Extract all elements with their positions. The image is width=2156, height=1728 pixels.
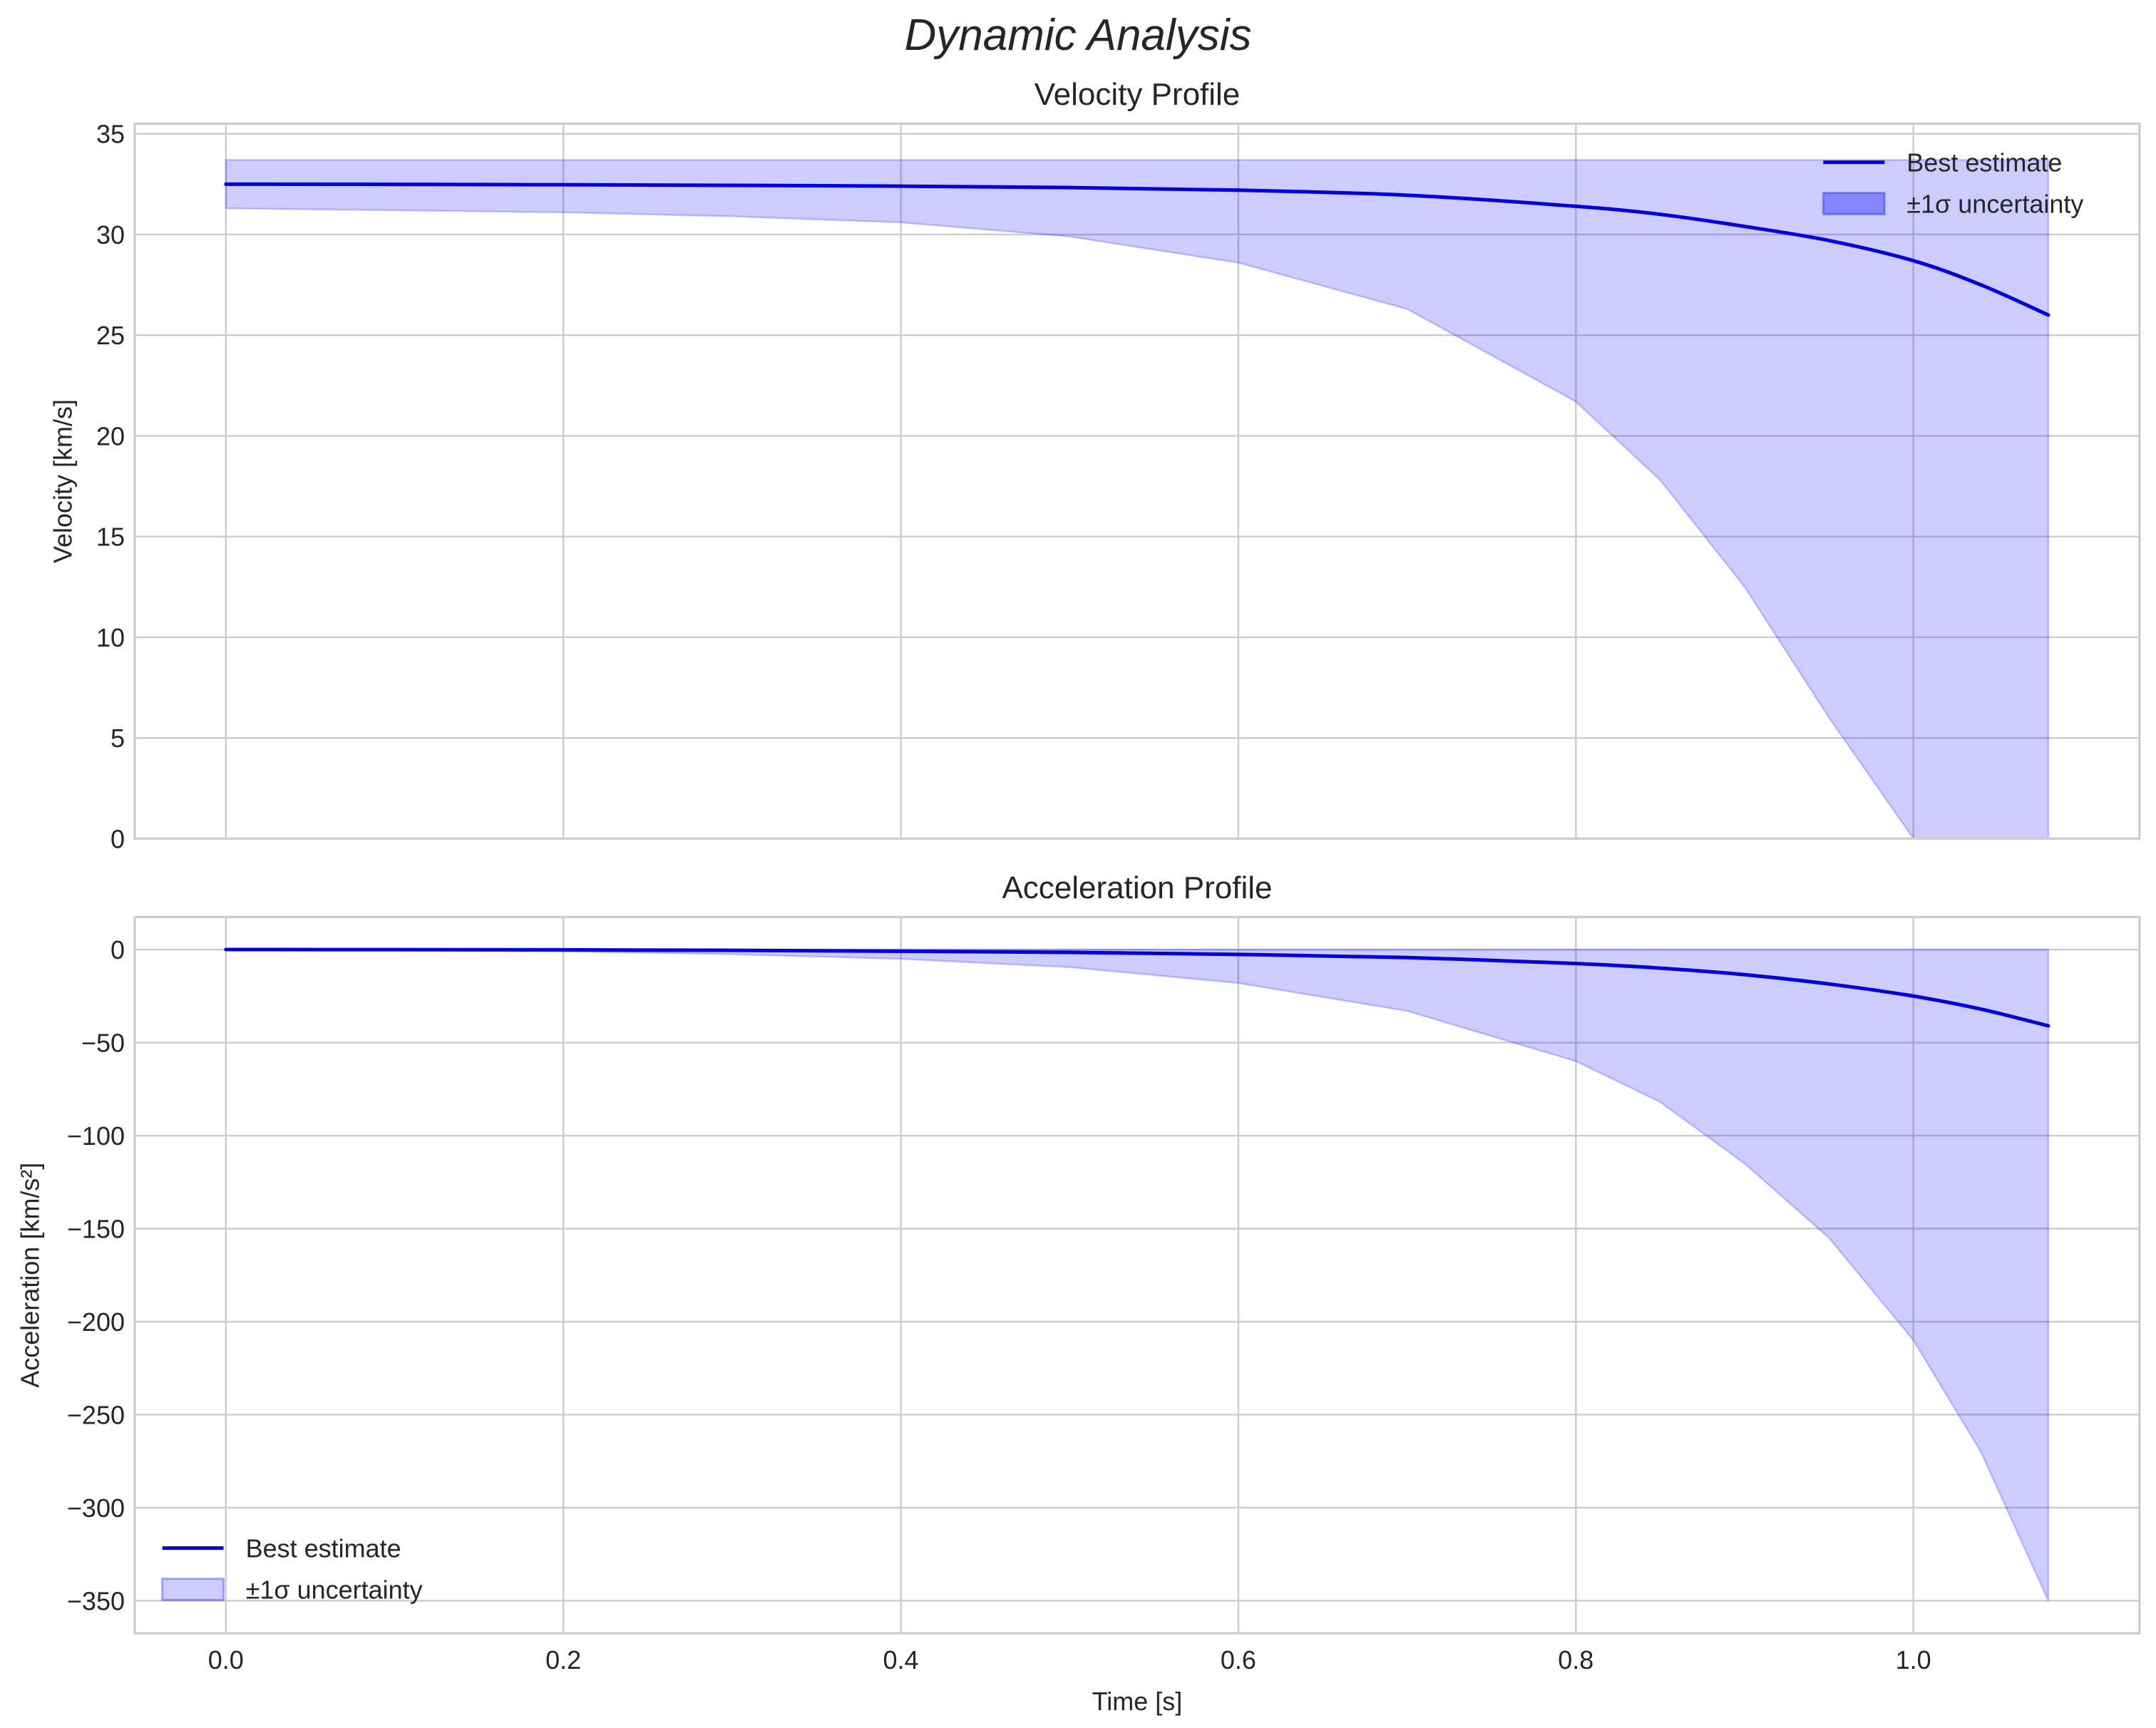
x-tick-label: 1.0 bbox=[1896, 1645, 1931, 1675]
velocity-legend: Best estimate ±1σ uncertainty bbox=[1822, 148, 2083, 219]
velocity-panel-title: Velocity Profile bbox=[1035, 77, 1241, 112]
y-tick-label: 20 bbox=[96, 421, 125, 451]
y-tick-label: 35 bbox=[96, 120, 125, 149]
acceleration-panel: Acceleration Profile 0 −50 −100 −150 −200 −25… bbox=[15, 870, 2141, 1716]
y-tick-label: −200 bbox=[67, 1307, 125, 1337]
velocity-ticks: 0 5 10 15 20 25 30 35 bbox=[96, 120, 125, 854]
legend-label-uncertainty: ±1σ uncertainty bbox=[246, 1575, 423, 1605]
y-tick-label: 25 bbox=[96, 321, 125, 350]
x-tick-label: 0.6 bbox=[1221, 1645, 1256, 1675]
y-tick-label: 0 bbox=[111, 935, 125, 965]
best-estimate-line bbox=[224, 182, 2050, 317]
velocity-data bbox=[224, 159, 2050, 840]
y-tick-label: −50 bbox=[81, 1029, 125, 1058]
figure-title: Dynamic Analysis bbox=[905, 11, 1252, 60]
velocity-y-axis-label: Velocity [km/s] bbox=[48, 399, 78, 563]
acceleration-ticks: 0 −50 −100 −150 −200 −250 −300 −350 0.0 0.2 0.4 0.6… bbox=[67, 935, 1931, 1675]
acceleration-axes-frame bbox=[133, 915, 2141, 1635]
acceleration-y-axis-label: Acceleration [km/s²] bbox=[15, 1163, 44, 1388]
acceleration-grid bbox=[135, 917, 2140, 1634]
y-tick-label: 5 bbox=[111, 724, 125, 753]
y-tick-label: 15 bbox=[96, 523, 125, 552]
legend-band-swatch bbox=[161, 1578, 225, 1602]
uncertainty-band bbox=[225, 159, 2050, 840]
x-tick-label: 0.8 bbox=[1558, 1645, 1593, 1675]
y-tick-label: 10 bbox=[96, 623, 125, 652]
y-tick-label: −300 bbox=[67, 1493, 125, 1523]
velocity-axes-frame bbox=[133, 122, 2141, 840]
acceleration-panel-title: Acceleration Profile bbox=[1002, 870, 1272, 905]
acceleration-data bbox=[224, 947, 2050, 1602]
x-tick-label: 0.0 bbox=[208, 1645, 244, 1675]
y-tick-label: −100 bbox=[67, 1121, 125, 1151]
y-tick-label: −350 bbox=[67, 1586, 125, 1615]
y-tick-label: 0 bbox=[111, 824, 125, 853]
legend-label-best-estimate: Best estimate bbox=[1906, 148, 2062, 178]
x-axis-label: Time [s] bbox=[1092, 1687, 1183, 1716]
y-tick-label: 30 bbox=[96, 220, 125, 250]
y-tick-label: −150 bbox=[67, 1215, 125, 1244]
acceleration-legend: Best estimate ±1σ uncertainty bbox=[161, 1534, 423, 1605]
velocity-panel: Velocity Profile 0 5 10 15 20 25 30 35 Velocity… bbox=[48, 77, 2141, 854]
y-tick-label: −250 bbox=[67, 1400, 125, 1429]
x-tick-label: 0.4 bbox=[883, 1645, 919, 1675]
uncertainty-band bbox=[225, 948, 2050, 1602]
legend-label-uncertainty: ±1σ uncertainty bbox=[1906, 190, 2083, 219]
x-tick-label: 0.2 bbox=[545, 1645, 581, 1675]
legend-band-swatch bbox=[1822, 192, 1886, 216]
best-estimate-line bbox=[224, 947, 2050, 1028]
legend-label-best-estimate: Best estimate bbox=[246, 1534, 401, 1563]
